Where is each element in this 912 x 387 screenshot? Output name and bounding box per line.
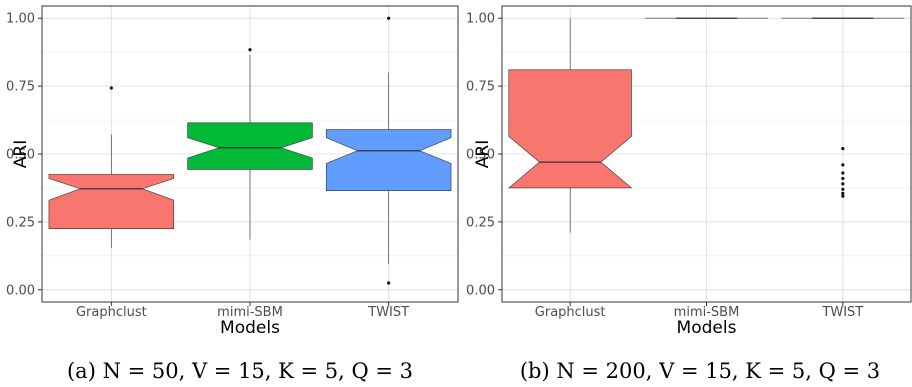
chart-panel-a: 0.00 0.25 0.50 0.75 1.00 Graphclust mimi-SBM TW… <box>6 5 459 383</box>
box-body <box>507 69 633 189</box>
y-tick-label: 0.00 <box>466 283 495 298</box>
outlier-point <box>841 187 845 191</box>
box-body <box>187 122 313 170</box>
outlier-point <box>841 146 845 151</box>
outlier-point <box>387 16 391 20</box>
x-tick-label: Graphclust <box>535 305 606 320</box>
y-tick-label: 0.75 <box>6 80 35 95</box>
y-tick-label: 0.75 <box>466 80 495 95</box>
outlier-point <box>841 171 845 175</box>
box-mimi-sbm <box>187 48 313 240</box>
outlier-point <box>841 176 845 181</box>
chart-panel-b: 0.00 0.25 0.50 0.75 1.00 Graphclust mimi-SBM TW… <box>466 5 912 383</box>
figure-caption: (b) N = 200, V = 15, K = 5, Q = 3 <box>520 359 880 383</box>
outlier-point <box>248 48 252 52</box>
x-axis-title: Models <box>677 318 737 338</box>
outlier-point <box>841 194 845 198</box>
box-graphclust <box>48 86 175 248</box>
outlier-point <box>841 191 845 195</box>
x-tick-label: TWIST <box>367 305 409 320</box>
x-tick-label: Graphclust <box>76 305 147 320</box>
y-tick-label: 0.50 <box>6 148 35 163</box>
outlier-point <box>387 281 391 285</box>
y-axis-title: ARI <box>473 140 493 168</box>
box-twist <box>781 17 905 198</box>
outlier-point <box>841 182 845 186</box>
y-axis-title: ARI <box>11 140 31 168</box>
x-tick-label: TWIST <box>821 305 863 320</box>
box-twist <box>325 16 452 285</box>
y-tick-label: 0.50 <box>466 148 495 163</box>
x-tick-label: mimi-SBM <box>674 305 740 320</box>
y-tick-label: 0.00 <box>6 283 35 298</box>
x-tick-label: mimi-SBM <box>217 305 283 320</box>
x-axis-title: Models <box>220 318 280 338</box>
box-body <box>325 129 452 191</box>
outlier-point <box>841 163 845 167</box>
y-tick-label: 0.25 <box>466 215 495 230</box>
y-tick-label: 1.00 <box>466 12 495 27</box>
box-graphclust <box>507 18 633 233</box>
y-tick-label: 1.00 <box>6 12 35 27</box>
figure-caption: (a) N = 50, V = 15, K = 5, Q = 3 <box>67 359 413 383</box>
box-body <box>48 174 175 229</box>
outlier-point <box>109 86 113 90</box>
y-tick-label: 0.25 <box>6 215 35 230</box>
